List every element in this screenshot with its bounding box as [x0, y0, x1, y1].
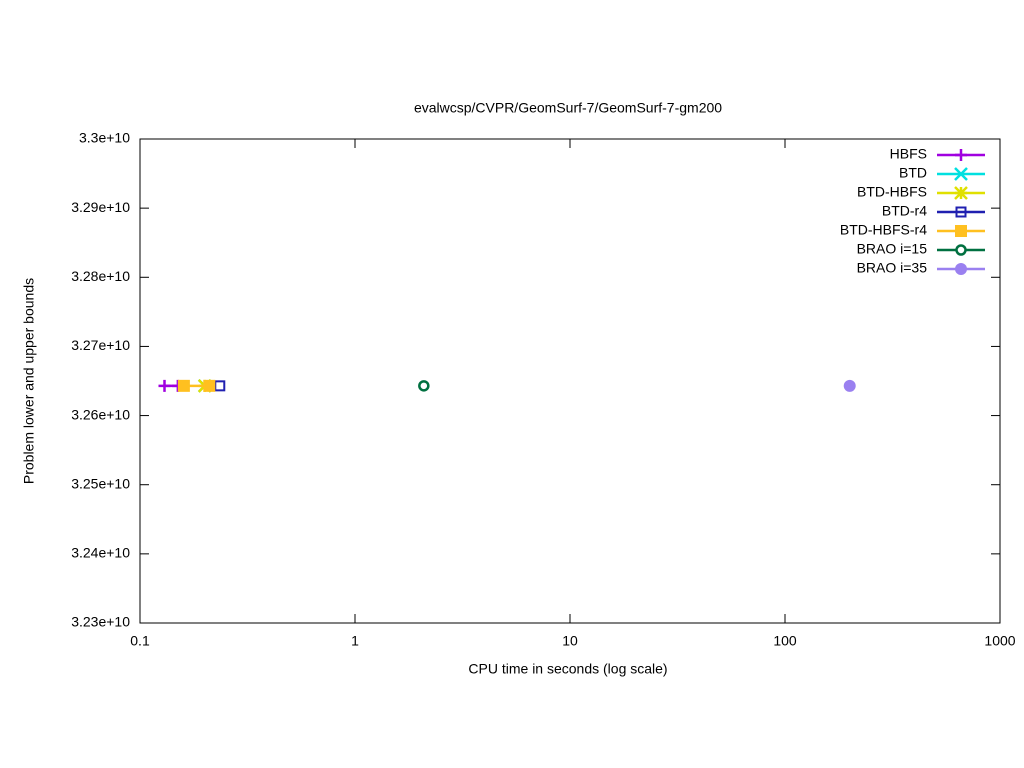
legend-label: BTD-r4 — [882, 203, 927, 219]
y-tick-label: 3.23e+10 — [71, 614, 130, 630]
x-tick-label: 100 — [773, 633, 797, 649]
legend-label: BTD-HBFS-r4 — [840, 222, 927, 238]
y-tick-label: 3.28e+10 — [71, 268, 130, 284]
marker — [158, 379, 171, 392]
plot-frame — [139, 138, 1001, 624]
y-tick-label: 3.26e+10 — [71, 406, 130, 422]
legend-marker — [955, 149, 967, 161]
legend-marker — [955, 225, 967, 237]
y-tick-label: 3.27e+10 — [71, 337, 130, 353]
y-tick-label: 3.29e+10 — [71, 199, 130, 215]
y-axis-label: Problem lower and upper bounds — [21, 278, 37, 484]
y-tick-label: 3.24e+10 — [71, 545, 130, 561]
legend-marker — [954, 186, 968, 200]
marker — [203, 379, 216, 392]
y-tick-label: 3.3e+10 — [79, 130, 130, 146]
y-tick-label: 3.25e+10 — [71, 475, 130, 491]
legend-label: BTD-HBFS — [857, 184, 927, 200]
x-tick-label: 1 — [351, 633, 359, 649]
legend-label: BRAO i=35 — [857, 260, 928, 276]
x-tick-label: 0.1 — [130, 633, 150, 649]
legend-label: HBFS — [890, 146, 927, 162]
legend-marker — [955, 244, 967, 256]
marker — [418, 380, 430, 392]
legend-marker — [955, 206, 967, 218]
chart-title: evalwcsp/CVPR/GeomSurf-7/GeomSurf-7-gm20… — [414, 100, 722, 116]
legend-label: BRAO i=15 — [857, 241, 928, 257]
x-tick-label: 10 — [562, 633, 578, 649]
marker — [843, 379, 856, 392]
x-axis-label: CPU time in seconds (log scale) — [468, 661, 667, 677]
marker — [177, 379, 190, 392]
legend-marker — [955, 263, 967, 275]
marker — [214, 380, 226, 392]
legend-label: BTD — [899, 165, 927, 181]
legend-marker — [954, 167, 968, 181]
x-tick-label: 1000 — [984, 633, 1015, 649]
